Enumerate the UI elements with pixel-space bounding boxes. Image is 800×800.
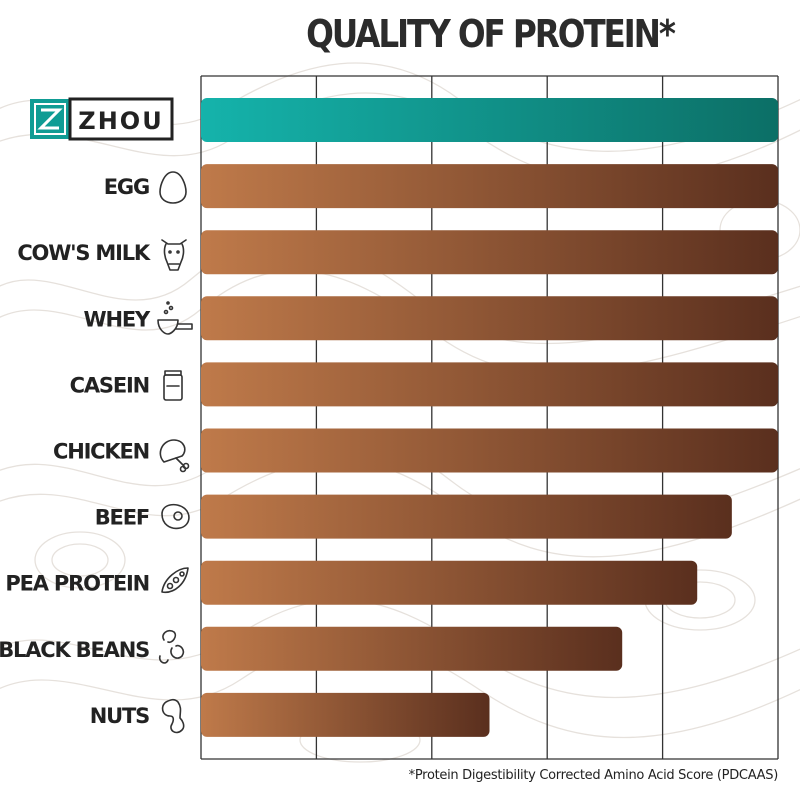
bar-nuts [201,692,490,737]
bar-chicken [201,428,778,473]
category-label: EGG [104,175,149,199]
category-label: BEEF [95,506,149,530]
footnote: *Protein Digestibility Corrected Amino A… [408,768,779,783]
category-label: CHICKEN [53,440,149,464]
zhou-logo: ZHOU [30,97,174,141]
jar-icon [163,370,183,401]
drumstick-icon [159,439,190,473]
category-label: PEA PROTEIN [5,572,149,596]
egg-icon [159,171,187,204]
category-label: NUTS [90,704,149,728]
category-label: BLACK BEANS [0,638,149,662]
scoop-icon [157,301,193,335]
bar-whey [201,296,778,341]
beans-icon [158,629,185,664]
category-label: COW'S MILK [17,241,151,265]
chart-title: QUALITY OF PROTEIN* [306,12,676,56]
bar-egg [201,164,778,209]
bar-cow-s-milk [201,230,778,275]
bar-casein [201,362,778,407]
steak-icon [161,503,190,530]
cow-icon [161,239,187,271]
peanut-icon [161,698,185,734]
bar-beef [201,494,732,539]
category-label: CASEIN [70,373,149,397]
bar-black-beans [201,626,623,671]
zhou-logo-text: ZHOU [78,107,163,135]
pea-pod-icon [161,567,189,593]
category-label: WHEY [84,307,151,331]
bar-pea-protein [201,560,698,605]
bar-zhou [201,98,778,142]
